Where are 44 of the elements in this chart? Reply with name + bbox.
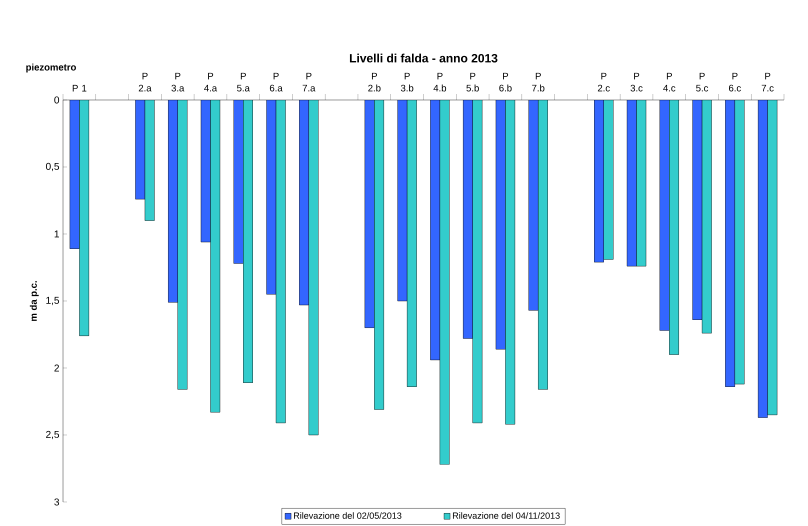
- x-tick-label: P 6.c: [728, 72, 741, 92]
- legend-label: Rilevazione del 04/11/2013: [452, 512, 560, 519]
- x-tick-label: P 7.c: [762, 72, 774, 92]
- x-tick-label: P 1: [72, 84, 86, 92]
- x-tick-label: P 3.a: [171, 72, 184, 92]
- x-tick-label: P 6.a: [270, 72, 283, 92]
- y-axis-title: m da p.c.: [30, 281, 39, 321]
- y-tick-label: 2,5: [46, 430, 60, 440]
- x-tick-label: P 3.c: [630, 72, 643, 92]
- y-tick-label: 2: [54, 364, 59, 372]
- y-tick-label: 3: [54, 498, 60, 506]
- bar: [440, 100, 450, 464]
- y-tick-label: 0,5: [46, 162, 60, 172]
- bar: [243, 100, 253, 383]
- x-tick-label: P 5.c: [696, 72, 708, 92]
- x-tick-label: P 7.a: [302, 72, 316, 92]
- bar: [308, 100, 318, 435]
- y-tick-label: 1: [54, 230, 59, 238]
- legend-label: Rilevazione del 02/05/2013: [294, 512, 402, 519]
- x-tick-label: P 2.b: [368, 72, 381, 92]
- bar: [374, 100, 384, 410]
- bar: [538, 100, 548, 390]
- bar: [734, 100, 744, 384]
- x-tick-label: P 4.c: [663, 72, 676, 92]
- bar: [767, 100, 778, 416]
- x-tick-label: P 2.a: [138, 72, 152, 92]
- x-tick-label: P 2.c: [598, 72, 610, 92]
- bar: [79, 100, 89, 336]
- x-tick-label: P 4.a: [204, 72, 218, 92]
- x-tick-label: P 3.b: [400, 72, 414, 92]
- x-tick-label: P 5.b: [466, 72, 479, 92]
- bar: [669, 100, 679, 355]
- x-tick-label: P 6.b: [499, 72, 512, 92]
- x-tick-label: P 7.b: [532, 72, 544, 92]
- bar: [472, 100, 482, 423]
- x-tick-label: P 5.a: [237, 72, 250, 92]
- x-axis-title: piezometro: [26, 64, 76, 72]
- bar: [407, 100, 417, 387]
- x-tick-label: P 4.b: [434, 72, 446, 92]
- chart-title: Livelli di falda - anno 2013: [350, 54, 498, 62]
- bar: [604, 100, 614, 260]
- y-tick-label: 0: [54, 96, 60, 104]
- y-tick-label: 1,5: [46, 296, 60, 306]
- bar: [178, 100, 188, 390]
